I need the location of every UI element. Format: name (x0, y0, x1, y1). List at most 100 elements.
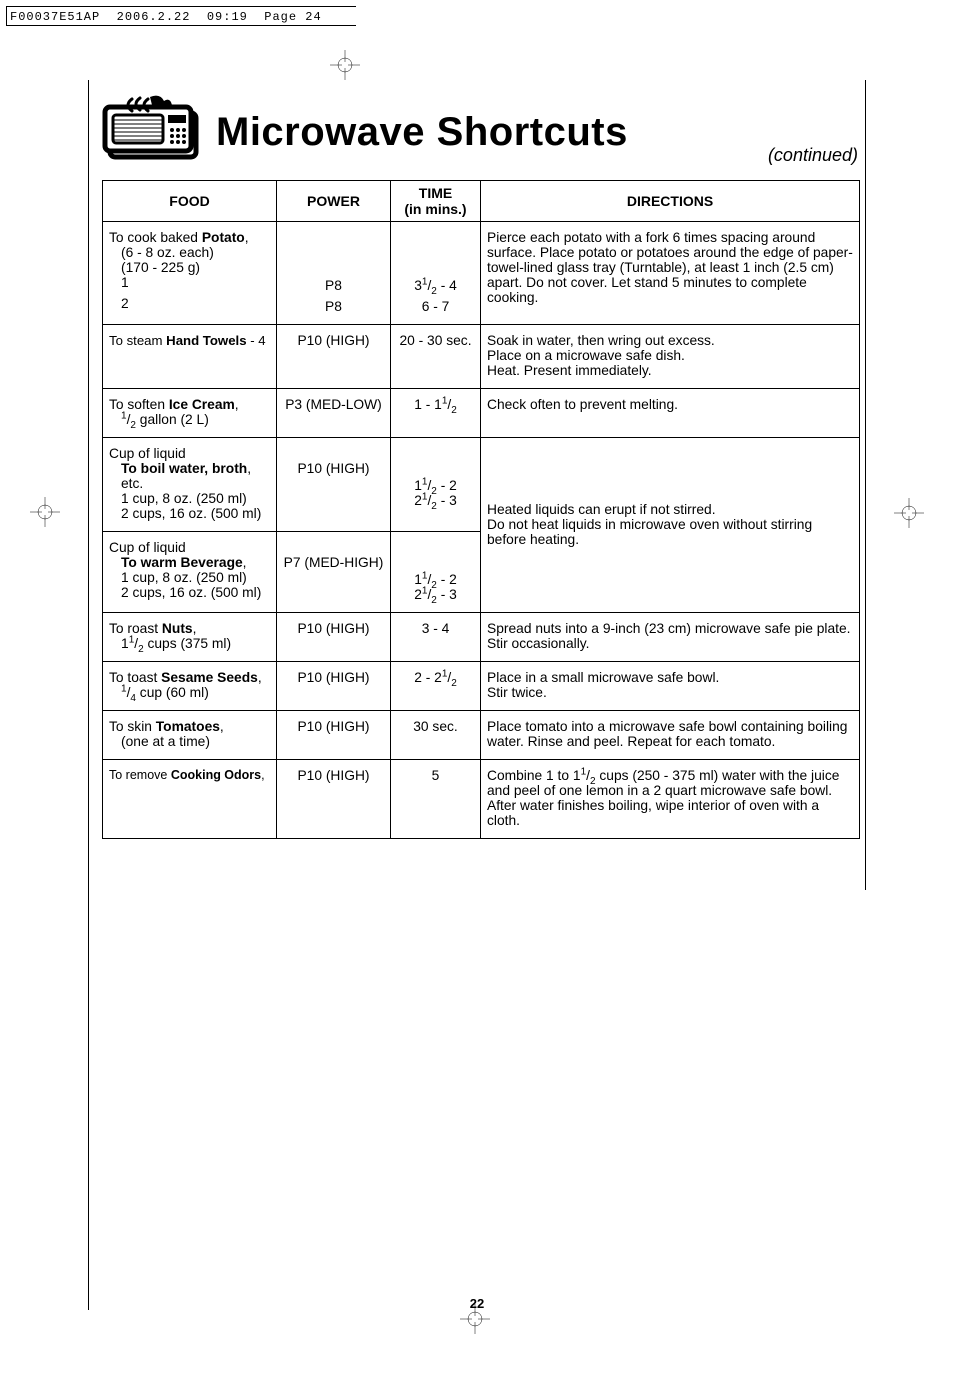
t: 1 (121, 636, 129, 651)
t: To cook baked (109, 230, 202, 245)
cell-directions: Pierce each potato with a fork 6 times s… (481, 222, 860, 325)
t: P7 (MED-HIGH) (284, 555, 384, 570)
t: - 3 (437, 587, 457, 602)
t: , (245, 230, 249, 245)
th-time-label: TIME (419, 185, 452, 201)
t: 11/2 cups (375 ml) (109, 636, 270, 651)
t: 1 (109, 275, 270, 290)
t: 1 (422, 491, 428, 502)
t: cup (60 ml) (136, 685, 209, 700)
table-header-row: FOOD POWER TIME(in mins.) DIRECTIONS (103, 181, 860, 222)
t: 2 (109, 296, 270, 311)
t: - 3 (437, 493, 457, 508)
t: 1 (442, 668, 448, 679)
row-tomatoes: To skin Tomatoes, (one at a time) P10 (H… (103, 711, 860, 760)
cell-food: Cup of liquid To warm Beverage, 1 cup, 8… (103, 532, 277, 613)
cell-food: To toast Sesame Seeds, 1/4 cup (60 ml) (103, 662, 277, 711)
t: - 4 (437, 278, 457, 293)
t: P10 (HIGH) (297, 461, 369, 476)
t: 3 (414, 278, 422, 293)
t: gallon (2 L) (136, 412, 209, 427)
t: , (193, 621, 197, 636)
page-content: Microwave Shortcuts (continued) FOOD POW… (102, 95, 860, 839)
cell-power: P10 (HIGH) (277, 325, 391, 389)
page-number: 22 (0, 1296, 954, 1311)
t: 2 (451, 405, 457, 416)
meta-file: F00037E51AP (10, 10, 100, 24)
t: To soften (109, 397, 169, 412)
t: 1 (422, 570, 428, 581)
t: Combine 1 to 1 (487, 768, 581, 783)
cell-power: P10 (HIGH) (277, 438, 391, 532)
t: cups (375 ml) (144, 636, 231, 651)
title-row: Microwave Shortcuts (continued) (102, 95, 860, 170)
t: 1 (442, 395, 448, 406)
cell-power: P10 (HIGH) (277, 613, 391, 662)
cell-directions: Check often to prevent melting. (481, 389, 860, 438)
cell-time: 30 sec. (391, 711, 481, 760)
t: To roast (109, 621, 162, 636)
cell-time: 5 (391, 760, 481, 839)
cell-power: P3 (MED-LOW) (277, 389, 391, 438)
cell-food: To steam Hand Towels - 4 (103, 325, 277, 389)
cell-time: 11/2 - 2 21/2 - 3 (391, 438, 481, 532)
t: 1 (422, 276, 428, 287)
t: 1/2 gallon (2 L) (109, 412, 270, 427)
header-meta: F00037E51AP 2006.2.22 09:19 Page 24 (10, 10, 322, 24)
t: P8 (283, 299, 384, 314)
t: P8 (283, 278, 384, 293)
cell-power: P10 (HIGH) (277, 711, 391, 760)
cell-time: 2 - 21/2 (391, 662, 481, 711)
t: Sesame Seeds (161, 670, 258, 685)
meta-page: Page 24 (264, 10, 321, 24)
row-potato: To cook baked Potato, (6 - 8 oz. each) (… (103, 222, 860, 325)
t: To boil water, broth, etc. (109, 461, 270, 491)
cell-directions: Soak in water, then wring out excess. Pl… (481, 325, 860, 389)
cell-time: 11/2 - 2 21/2 - 3 (391, 532, 481, 613)
cell-power: P7 (MED-HIGH) (277, 532, 391, 613)
t: 2 - 2 (414, 670, 442, 685)
t: 6 - 7 (397, 299, 474, 314)
cell-food: To roast Nuts, 11/2 cups (375 ml) (103, 613, 277, 662)
t: To steam (109, 333, 166, 348)
t: 1 cup, 8 oz. (250 ml) (109, 491, 270, 506)
t: 2 (451, 678, 457, 689)
th-food: FOOD (103, 181, 277, 222)
t: - 4 (247, 333, 266, 348)
row-nuts: To roast Nuts, 11/2 cups (375 ml) P10 (H… (103, 613, 860, 662)
t: (6 - 8 oz. each) (109, 245, 270, 260)
cell-time: 20 - 30 sec. (391, 325, 481, 389)
t: - 2 (437, 572, 457, 587)
t: , (220, 719, 224, 734)
shortcuts-table: FOOD POWER TIME(in mins.) DIRECTIONS To … (102, 180, 860, 839)
t: 1 (121, 683, 127, 694)
cell-time: 1 - 11/2 (391, 389, 481, 438)
t: Nuts (162, 621, 193, 636)
meta-time: 09:19 (207, 10, 248, 24)
t: To warm Beverage, (109, 555, 270, 570)
cell-food: To soften Ice Cream, 1/2 gallon (2 L) (103, 389, 277, 438)
row-odors: To remove Cooking Odors, P10 (HIGH) 5 Co… (103, 760, 860, 839)
t: 1 cup, 8 oz. (250 ml) (109, 570, 270, 585)
t: 2 cups, 16 oz. (500 ml) (109, 506, 270, 521)
t: (one at a time) (109, 734, 270, 749)
crop-rule-left (88, 80, 89, 1310)
t: To remove (109, 768, 171, 782)
microwave-icon (102, 95, 202, 170)
t: 1 - 1 (414, 397, 442, 412)
t: Hand Towels (166, 333, 246, 348)
cell-food: To remove Cooking Odors, (103, 760, 277, 839)
th-power: POWER (277, 181, 391, 222)
cell-time: 3 - 4 (391, 613, 481, 662)
t: , (243, 555, 247, 570)
t: 1 (414, 478, 422, 493)
row-sesame: To toast Sesame Seeds, 1/4 cup (60 ml) P… (103, 662, 860, 711)
t: 1 (422, 585, 428, 596)
t: 1 (414, 572, 422, 587)
t: 2 cups, 16 oz. (500 ml) (109, 585, 270, 600)
th-time-sub: (in mins.) (404, 201, 466, 217)
t: (170 - 225 g) (109, 260, 270, 275)
t: To skin (109, 719, 156, 734)
t: 1 (129, 634, 135, 645)
cell-directions: Place in a small microwave safe bowl. St… (481, 662, 860, 711)
